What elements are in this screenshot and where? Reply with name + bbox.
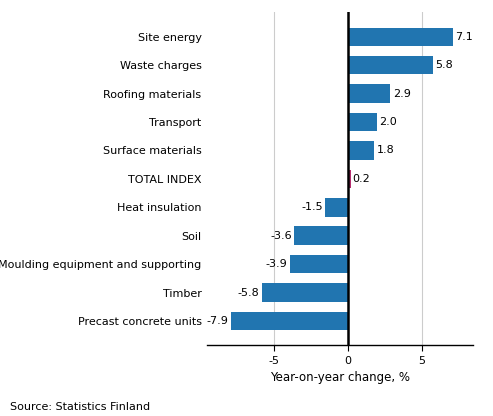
Text: 0.2: 0.2 <box>352 174 371 184</box>
Text: 7.1: 7.1 <box>455 32 473 42</box>
Bar <box>294 226 348 245</box>
Bar <box>231 312 348 330</box>
Text: -5.8: -5.8 <box>238 287 259 297</box>
Bar <box>348 170 351 188</box>
Text: Source: Statistics Finland: Source: Statistics Finland <box>10 402 150 412</box>
Bar <box>348 56 433 74</box>
Text: -3.6: -3.6 <box>271 231 292 241</box>
Bar <box>325 198 348 216</box>
Text: -3.9: -3.9 <box>266 259 288 269</box>
Text: 2.0: 2.0 <box>380 117 397 127</box>
Text: 1.8: 1.8 <box>377 146 394 156</box>
Bar <box>348 141 374 160</box>
Bar <box>348 84 390 103</box>
Bar <box>348 113 377 131</box>
Bar <box>290 255 348 273</box>
X-axis label: Year-on-year change, %: Year-on-year change, % <box>270 371 410 384</box>
Text: -1.5: -1.5 <box>302 202 323 212</box>
Text: 2.9: 2.9 <box>392 89 411 99</box>
Bar <box>262 283 348 302</box>
Bar <box>348 27 453 46</box>
Text: -7.9: -7.9 <box>207 316 229 326</box>
Text: 5.8: 5.8 <box>436 60 454 70</box>
